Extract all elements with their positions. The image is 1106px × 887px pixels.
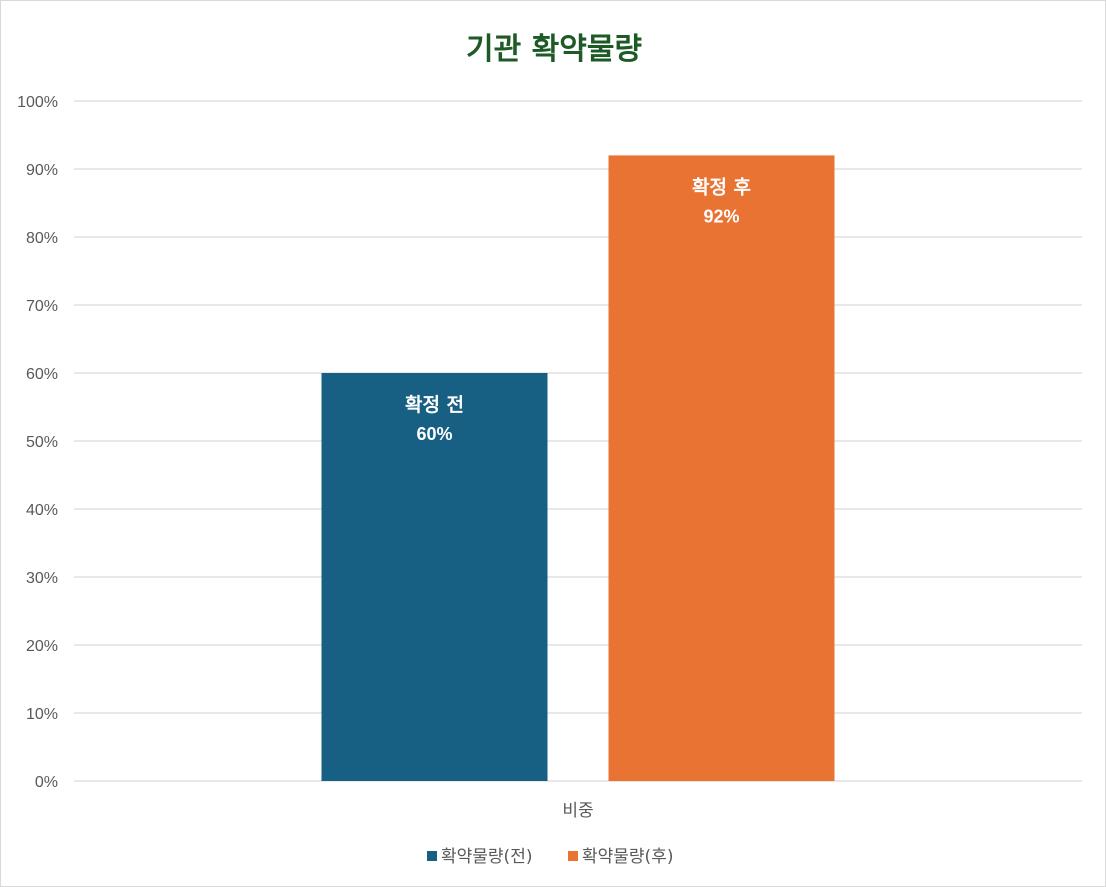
legend-swatch: [568, 851, 578, 861]
legend-swatch: [427, 851, 437, 861]
y-tick-label: 50%: [26, 434, 58, 451]
chart-title: 기관 확약물량: [466, 32, 642, 67]
y-tick-label: 70%: [26, 298, 58, 315]
y-axis-ticks: 0% 10% 20% 30% 40% 50% 60% 70% 80% 90% 100%: [17, 94, 58, 791]
gridlines: [74, 100, 1082, 782]
bar-data-label-value: 92%: [703, 206, 739, 226]
y-tick-label: 0%: [35, 774, 58, 791]
y-tick-label: 40%: [26, 502, 58, 519]
x-category-label: 비중: [562, 801, 593, 821]
y-tick-label: 90%: [26, 162, 58, 179]
y-tick-label: 30%: [26, 570, 58, 587]
bar-data-label-name: 확정 후: [692, 175, 751, 198]
bar-1: [321, 373, 548, 781]
y-tick-label: 60%: [26, 366, 58, 383]
bar-2: [608, 155, 835, 781]
y-tick-label: 20%: [26, 638, 58, 655]
legend-entry: 확약물량(후): [582, 847, 673, 867]
legend: 확약물량(전) 확약물량(후): [427, 847, 673, 867]
y-tick-label: 100%: [17, 94, 58, 111]
bar-data-label-name: 확정 전: [405, 393, 464, 416]
x-axis-categories: 비중: [562, 801, 593, 821]
bars: [321, 155, 835, 781]
data-labels: 확정 전 60% 확정 후 92%: [405, 175, 751, 444]
bar-data-label-value: 60%: [416, 424, 452, 444]
y-tick-label: 80%: [26, 230, 58, 247]
y-tick-label: 10%: [26, 706, 58, 723]
legend-entry: 확약물량(전): [441, 847, 532, 867]
